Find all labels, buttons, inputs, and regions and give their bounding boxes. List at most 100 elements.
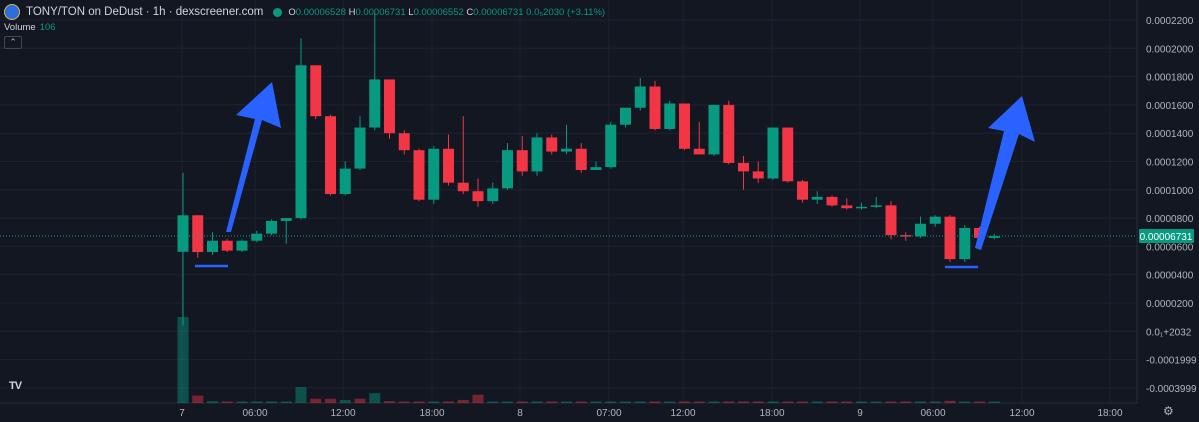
volume-bar <box>428 401 440 403</box>
candle-body <box>384 79 395 134</box>
volume-bar <box>826 401 838 403</box>
close-label: C <box>466 6 474 18</box>
open-label: O <box>288 6 296 18</box>
candle-body <box>782 127 794 182</box>
volume-value: 106 <box>39 22 56 33</box>
volume-bar <box>325 398 336 403</box>
candle-body <box>797 181 808 200</box>
candle-body <box>546 137 558 152</box>
high-label: H <box>348 6 356 18</box>
time-tick-label: 07:00 <box>596 408 621 419</box>
candle-body <box>310 65 322 117</box>
candle-body <box>575 148 587 170</box>
candle-body <box>664 103 676 129</box>
candle-body <box>915 223 926 237</box>
volume-bar <box>974 401 985 403</box>
candle-body <box>841 205 853 209</box>
up-arrow-left <box>226 82 281 232</box>
volume-bar <box>531 401 543 403</box>
time-tick-label: 12:00 <box>670 408 695 419</box>
candle-body <box>620 107 631 125</box>
volume-bar <box>516 401 528 403</box>
time-tick-label: 06:00 <box>920 408 945 419</box>
volume-bar <box>266 401 277 403</box>
symbol-title: TONY/TON on DeDust · 1h · dexscreener.co… <box>26 6 264 18</box>
price-tick-label: 0.0001200 <box>1146 158 1194 169</box>
volume-bar <box>236 401 248 403</box>
candle-body <box>266 220 277 234</box>
volume-bar <box>664 401 676 403</box>
time-tick-label: 18:00 <box>419 408 444 419</box>
candle-body <box>679 103 690 149</box>
gear-icon[interactable]: ⚙ <box>1163 404 1174 418</box>
volume-bar <box>295 387 307 403</box>
candle-body <box>354 127 366 169</box>
change-value: 0.0₅2030 (+3.11%) <box>526 6 606 18</box>
time-tick-label: 06:00 <box>242 408 267 419</box>
candle-body <box>221 240 233 251</box>
volume-bar <box>310 398 322 403</box>
tradingview-logo-icon[interactable]: TV <box>9 380 22 392</box>
candle-body <box>428 148 440 200</box>
time-tick-label: 18:00 <box>1097 408 1122 419</box>
candle-body <box>236 240 248 251</box>
volume-bar <box>900 401 912 403</box>
candle-body <box>457 182 469 192</box>
price-tick-label: 0.0002200 <box>1146 16 1194 27</box>
candle-body <box>339 168 351 195</box>
price-tick-label: -0.0003999 <box>1146 384 1197 395</box>
volume-bar <box>811 401 823 403</box>
candle-body <box>325 116 336 195</box>
candle-body <box>944 216 956 260</box>
candle-body <box>929 216 941 224</box>
volume-bar <box>590 401 602 403</box>
candle-body <box>752 171 764 179</box>
candle-body <box>856 206 867 209</box>
volume-bar <box>472 394 484 403</box>
volume-bar <box>649 401 661 403</box>
candle-body <box>207 240 218 253</box>
candle-body <box>767 127 779 179</box>
time-tick-label: 7 <box>179 408 185 419</box>
time-tick-label: 8 <box>517 408 523 419</box>
volume-bar <box>767 401 779 403</box>
volume-label: Volume <box>4 22 36 33</box>
volume-bar <box>915 401 926 403</box>
candle-body <box>192 215 204 253</box>
low-label: L <box>408 6 414 18</box>
candle-body <box>634 86 646 108</box>
candle-body <box>413 150 425 200</box>
candle-body <box>177 215 189 252</box>
price-tick-label: -0.0001999 <box>1146 356 1197 367</box>
volume-bar <box>841 401 853 403</box>
candle-body <box>811 196 823 200</box>
volume-bar <box>443 401 454 403</box>
ohlc-values: O0.00006528 H0.00006731 L0.00006552 C0.0… <box>288 7 605 18</box>
low-value: 0.00006552 <box>413 6 464 18</box>
volume-bar <box>354 398 366 403</box>
volume-bar <box>752 401 764 403</box>
close-value: 0.00006731 <box>473 6 524 18</box>
volume-bar <box>502 401 513 403</box>
open-value: 0.00006528 <box>295 6 346 18</box>
time-tick-label: 12:00 <box>1009 408 1034 419</box>
chevron-up-icon[interactable]: ⌃ <box>4 36 22 49</box>
candle-body <box>251 233 263 241</box>
candle-body <box>280 218 292 221</box>
candle-body <box>738 162 749 172</box>
candle-body <box>885 205 897 236</box>
volume-bar <box>620 401 631 403</box>
volume-bar <box>782 401 794 403</box>
volume-bar <box>280 401 292 403</box>
volume-bar <box>221 401 233 403</box>
last-price-label: 0.00006731 <box>1140 232 1193 243</box>
price-tick-label: 0.0₁+2032 <box>1146 327 1192 338</box>
candle-body <box>708 104 720 155</box>
candle-body <box>487 188 499 202</box>
high-value: 0.00006731 <box>355 6 406 18</box>
volume-bar <box>856 401 867 403</box>
candle-body <box>502 150 513 189</box>
up-arrow-right <box>975 96 1035 250</box>
candle-body <box>561 148 572 152</box>
